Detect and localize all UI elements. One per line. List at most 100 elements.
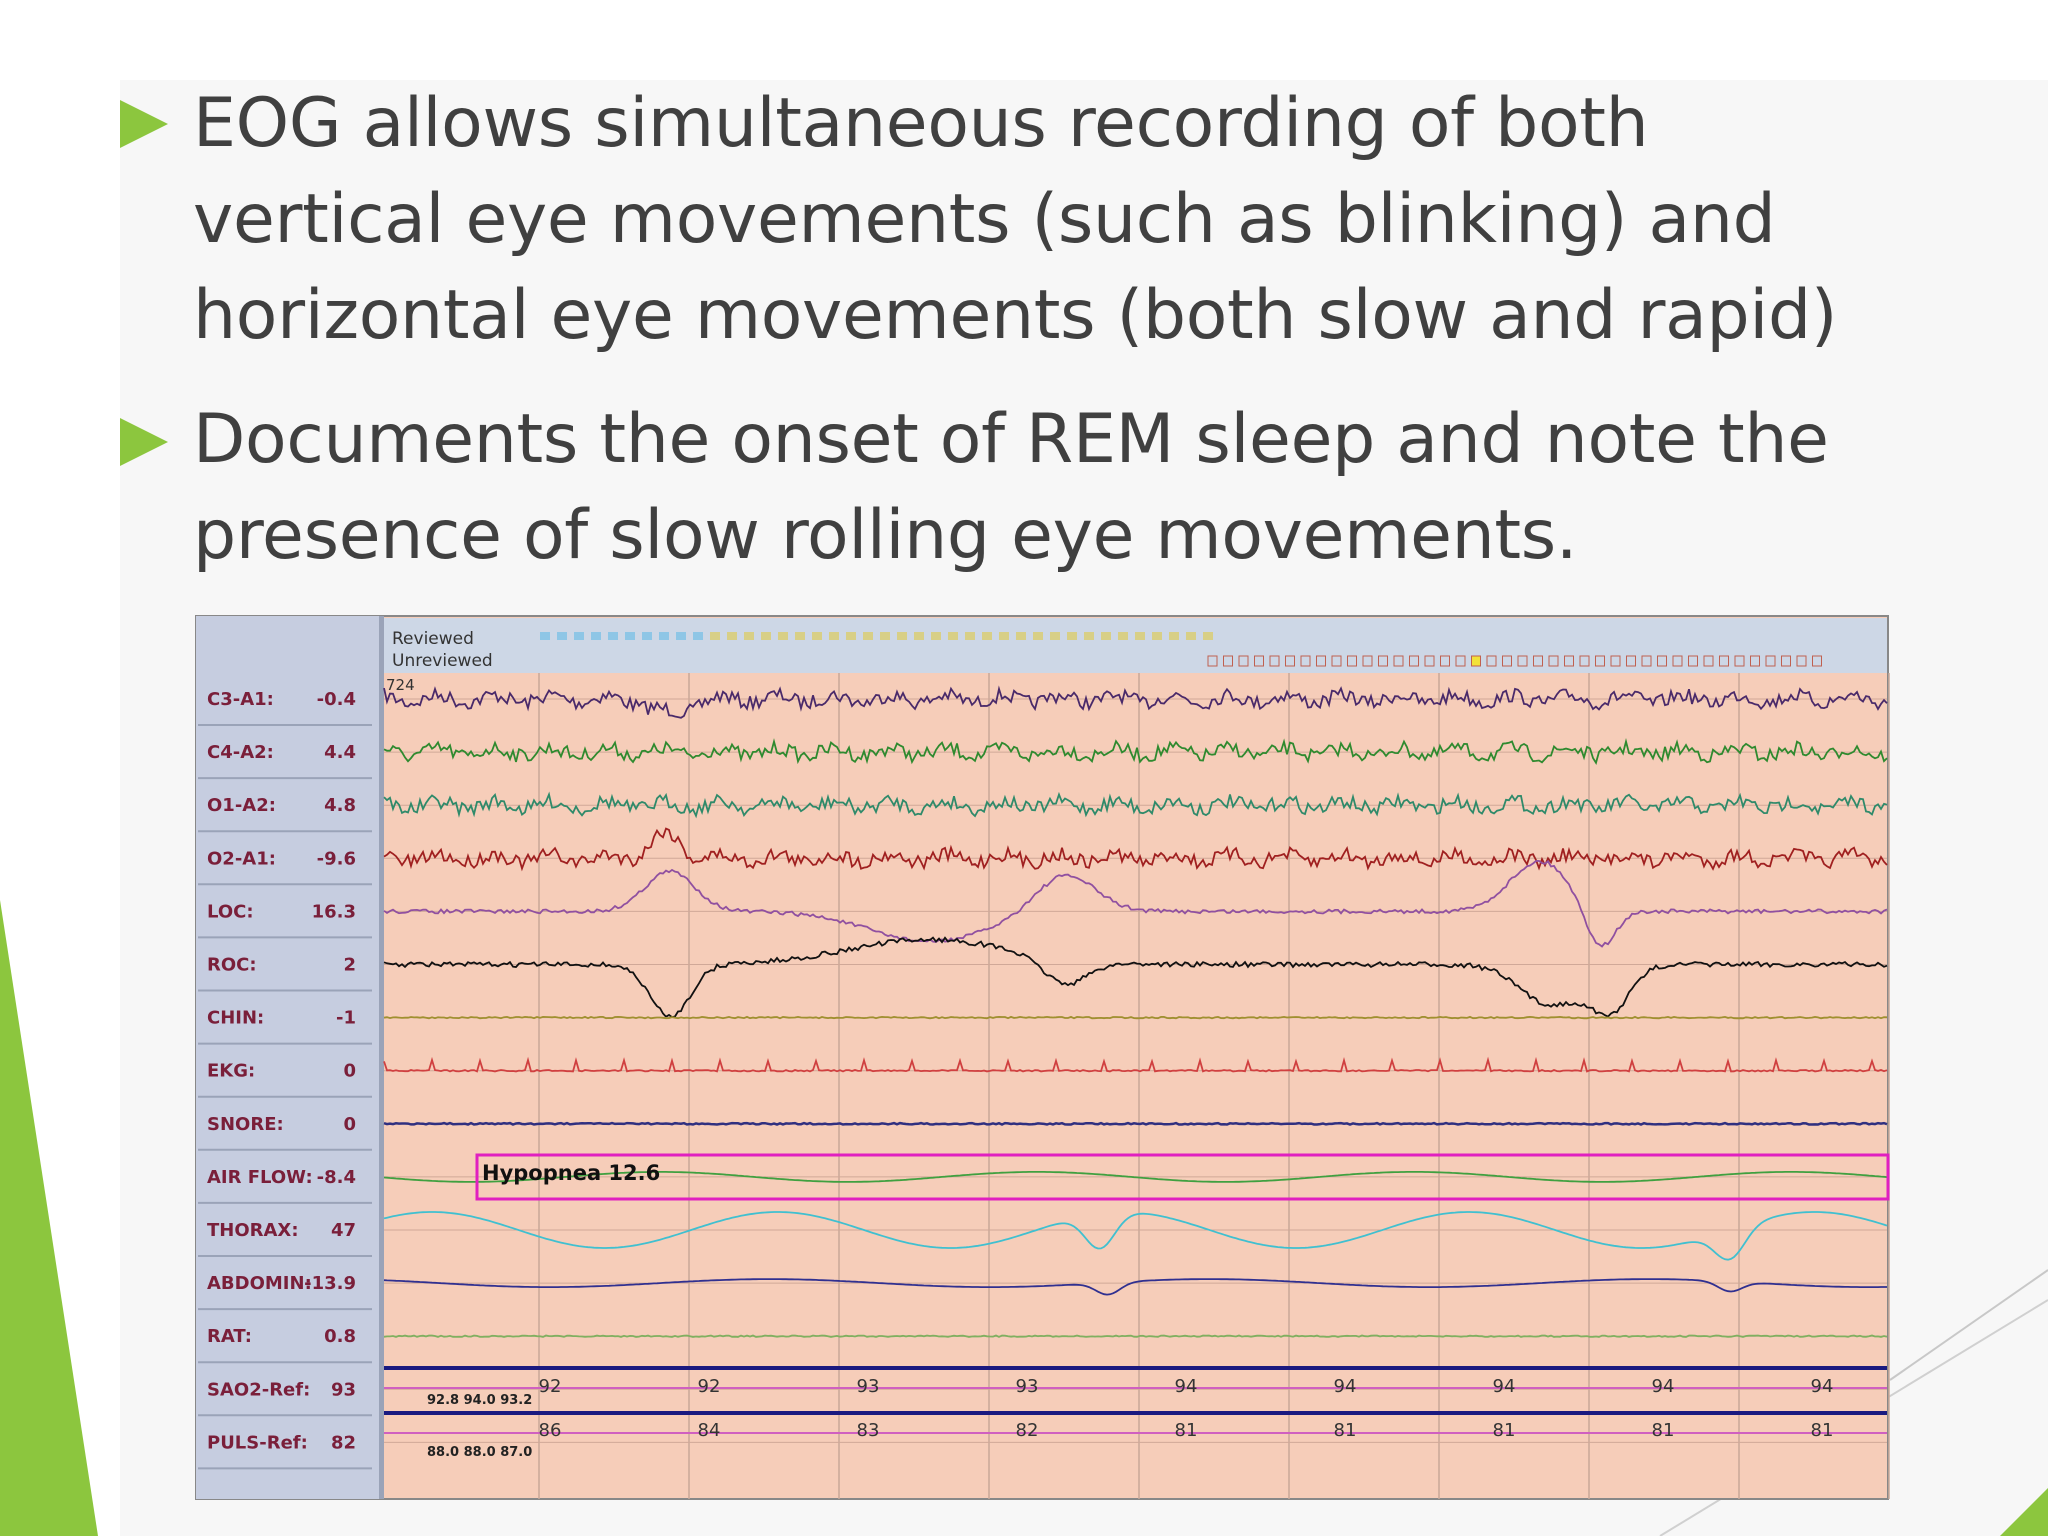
review-marker [795, 632, 805, 640]
review-marker [676, 632, 686, 640]
waveform [383, 936, 1888, 1019]
review-marker [1203, 632, 1213, 640]
review-marker [846, 632, 856, 640]
channel-name: C4-A2: [207, 742, 274, 763]
channel-value: 0.8 [324, 1326, 356, 1347]
review-marker [761, 632, 771, 640]
stage-marker [1796, 655, 1807, 667]
stage-marker [1207, 655, 1218, 667]
review-marker [1050, 632, 1060, 640]
stage-marker [1533, 655, 1543, 667]
review-marker [863, 632, 873, 640]
trend-detail: 88.0 88.0 87.0 [427, 1445, 532, 1460]
stage-marker [1300, 655, 1311, 667]
review-marker [1186, 632, 1196, 640]
stage-marker [1641, 655, 1652, 667]
trend-value: 94 [1493, 1376, 1516, 1397]
stage-marker [1657, 655, 1667, 667]
trend-value: 82 [1016, 1420, 1039, 1441]
stage-marker [1393, 655, 1404, 667]
channel-name: EKG: [207, 1061, 255, 1082]
channel-name: THORAX: [207, 1220, 299, 1241]
stage-marker [1424, 655, 1435, 667]
reviewed-label: Reviewed [392, 629, 474, 649]
stage-marker [1765, 655, 1776, 667]
review-marker [914, 632, 924, 640]
epoch-number: 724 [386, 676, 415, 694]
review-marker [693, 632, 703, 640]
channel-value: 16.3 [312, 901, 356, 922]
text-line: vertical eye movements (such as blinking… [193, 180, 1776, 259]
review-marker [710, 632, 720, 640]
text-line: presence of slow rolling eye movements. [193, 496, 1578, 575]
review-marker [727, 632, 737, 640]
event-label: Hypopnea 12.6 [482, 1161, 660, 1185]
waveform [383, 738, 1888, 766]
stage-marker [1347, 655, 1357, 667]
trend-value: 83 [857, 1420, 880, 1441]
review-marker [591, 632, 601, 640]
channel-name: O1-A2: [207, 795, 276, 816]
channel-name: SAO2-Ref: [207, 1379, 310, 1400]
stage-marker [1812, 655, 1822, 667]
stage-marker [1595, 655, 1605, 667]
waveform [383, 1015, 1888, 1020]
review-marker [1135, 632, 1145, 640]
channel-value: -1 [336, 1008, 356, 1029]
channel-value: 47 [331, 1220, 356, 1241]
channel-value: -13.9 [304, 1273, 356, 1294]
stage-marker [1378, 655, 1388, 667]
stage-marker [1548, 655, 1559, 667]
channel-name: ROC: [207, 955, 257, 976]
bullet-marker [120, 100, 168, 148]
trend-value: 81 [1493, 1420, 1516, 1441]
trend-value: 81 [1334, 1420, 1357, 1441]
review-marker [897, 632, 907, 640]
waveform [383, 685, 1888, 719]
channel-name: SNORE: [207, 1114, 284, 1135]
review-marker [948, 632, 958, 640]
channel-name: C3-A1: [207, 689, 274, 710]
waveform [383, 791, 1888, 819]
stage-marker [1409, 655, 1419, 667]
stage-marker [1440, 655, 1450, 667]
waveform [383, 1171, 1888, 1183]
stage-marker [1269, 655, 1280, 667]
text-line: EOG allows simultaneous recording of bot… [193, 84, 1649, 163]
stage-marker [1781, 655, 1791, 667]
trend-value: 93 [1016, 1376, 1039, 1397]
waveform [383, 827, 1888, 872]
review-marker [540, 632, 550, 640]
trend-value: 84 [698, 1420, 721, 1441]
bullet-text: Documents the onset of REM sleep and not… [193, 392, 1829, 584]
trend-detail: 92.8 94.0 93.2 [427, 1393, 532, 1408]
stage-marker [1362, 655, 1373, 667]
channel-value: 0 [343, 1114, 356, 1135]
review-marker [880, 632, 890, 640]
trend-value: 92 [698, 1376, 721, 1397]
stage-marker [1750, 655, 1760, 667]
review-marker [659, 632, 669, 640]
stage-marker [1610, 655, 1621, 667]
review-marker [574, 632, 584, 640]
review-marker [744, 632, 754, 640]
review-marker [1033, 632, 1043, 640]
bullet-text: EOG allows simultaneous recording of bot… [193, 76, 1837, 364]
channel-value: 4.4 [324, 742, 356, 763]
waveform [383, 1121, 1888, 1126]
channel-name: O2-A1: [207, 848, 276, 869]
stage-marker [1316, 655, 1326, 667]
review-marker [1084, 632, 1094, 640]
waveform [383, 1056, 1888, 1073]
channel-value: 4.8 [324, 795, 356, 816]
review-marker [557, 632, 567, 640]
review-marker [1101, 632, 1111, 640]
review-marker [1067, 632, 1077, 640]
trend-value: 81 [1175, 1420, 1198, 1441]
channel-value: 2 [343, 955, 356, 976]
stage-marker [1703, 655, 1714, 667]
review-marker [829, 632, 839, 640]
